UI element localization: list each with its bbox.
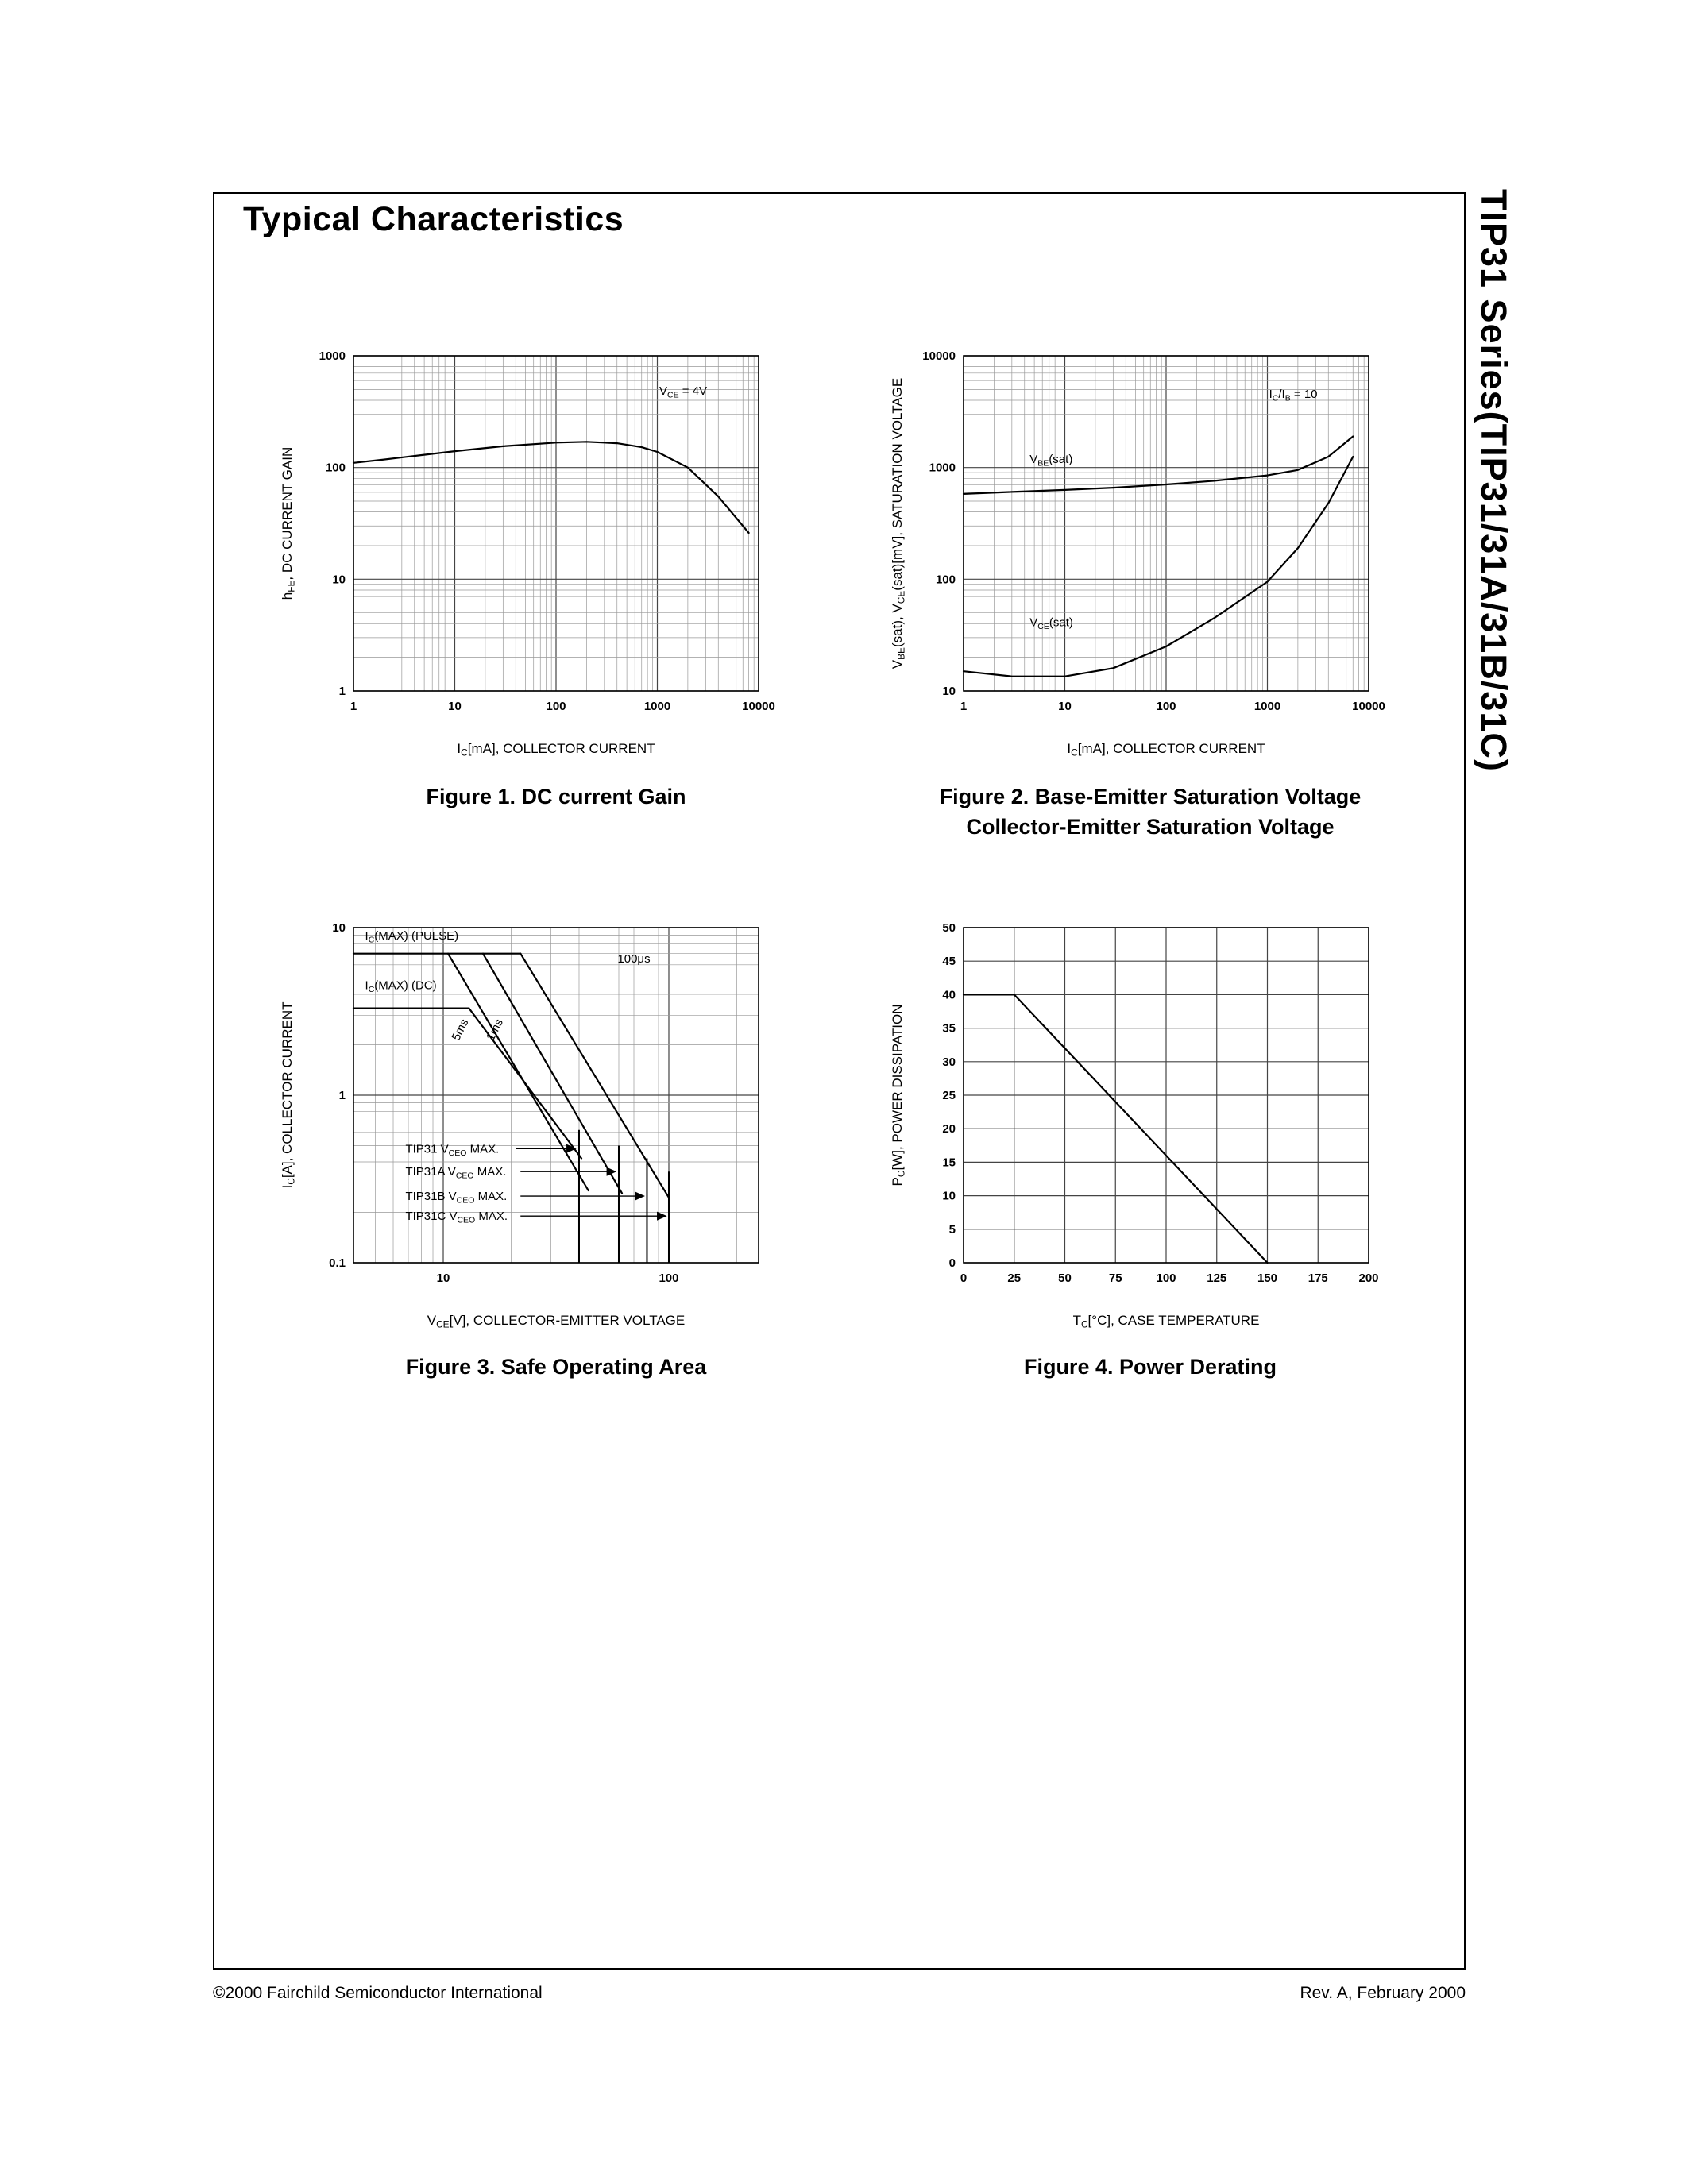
svg-text:100: 100 <box>546 700 566 713</box>
figure4-caption-line: Figure 4. Power Derating <box>1023 1355 1277 1379</box>
svg-text:1000: 1000 <box>319 349 346 363</box>
svg-text:10000: 10000 <box>1352 700 1385 713</box>
figure3-safe-operating-area-chart: 10 100 0.1 1 10 VCE[V], COLLECTOR-EMITTER VOL… <box>280 921 759 1330</box>
svg-text:hFE, DC CURRENT GAIN: hFE, DC CURRENT GAIN <box>280 447 297 600</box>
svg-text:20: 20 <box>942 1122 956 1136</box>
svg-text:10000: 10000 <box>742 700 775 713</box>
figure3-caption-line: Figure 3. Safe Operating Area <box>405 1355 707 1379</box>
svg-text:1: 1 <box>350 700 357 713</box>
svg-text:TIP31C VCEO MAX.: TIP31C VCEO MAX. <box>405 1210 508 1225</box>
svg-text:100: 100 <box>326 461 346 475</box>
svg-text:10: 10 <box>942 685 956 698</box>
svg-text:25: 25 <box>1007 1271 1021 1285</box>
svg-text:125: 125 <box>1207 1271 1226 1285</box>
svg-text:PC[W], POWER DISSIPATION: PC[W], POWER DISSIPATION <box>890 1005 907 1187</box>
svg-text:1: 1 <box>960 700 967 713</box>
svg-text:35: 35 <box>942 1022 956 1036</box>
svg-text:IC(MAX) (DC): IC(MAX) (DC) <box>365 978 437 994</box>
svg-text:10: 10 <box>332 921 346 935</box>
svg-text:150: 150 <box>1257 1271 1277 1285</box>
svg-text:45: 45 <box>942 955 956 968</box>
figure2-caption-line2: Collector-Emitter Saturation Voltage <box>966 814 1335 839</box>
svg-text:IC[A], COLLECTOR CURRENT: IC[A], COLLECTOR CURRENT <box>280 1002 297 1189</box>
svg-text:25: 25 <box>942 1089 956 1102</box>
svg-text:1000: 1000 <box>929 461 956 475</box>
svg-text:10000: 10000 <box>922 349 956 363</box>
svg-text:VCE[V], COLLECTOR-EMITTER VOLT: VCE[V], COLLECTOR-EMITTER VOLTAGE <box>427 1313 685 1330</box>
figure2-caption: Figure 2. Base-Emitter Saturation Voltag… <box>880 782 1420 843</box>
svg-text:100μs: 100μs <box>617 952 650 966</box>
svg-text:15: 15 <box>942 1156 956 1169</box>
svg-text:200: 200 <box>1358 1271 1378 1285</box>
svg-text:VCE = 4V: VCE = 4V <box>659 384 707 400</box>
svg-text:100: 100 <box>936 573 956 586</box>
svg-text:50: 50 <box>942 921 956 935</box>
svg-text:10: 10 <box>437 1271 450 1285</box>
svg-text:IC[mA], COLLECTOR CURRENT: IC[mA], COLLECTOR CURRENT <box>457 741 655 758</box>
svg-text:VBE(sat), VCE(sat)[mV], SATURA: VBE(sat), VCE(sat)[mV], SATURATION VOLTA… <box>890 378 907 669</box>
figure4-caption: Figure 4. Power Derating <box>880 1352 1420 1383</box>
svg-text:100: 100 <box>659 1271 678 1285</box>
svg-text:10: 10 <box>332 573 346 586</box>
svg-text:0.1: 0.1 <box>329 1256 346 1270</box>
svg-text:TIP31B VCEO MAX.: TIP31B VCEO MAX. <box>405 1190 507 1206</box>
svg-text:1000: 1000 <box>1254 700 1280 713</box>
svg-text:0: 0 <box>949 1256 956 1270</box>
figure1-caption-line: Figure 1. DC current Gain <box>426 785 686 808</box>
svg-text:40: 40 <box>942 988 956 1001</box>
svg-text:IC(MAX) (PULSE): IC(MAX) (PULSE) <box>365 929 459 945</box>
svg-text:10: 10 <box>942 1190 956 1203</box>
svg-text:30: 30 <box>942 1055 956 1069</box>
footer-copyright: ©2000 Fairchild Semiconductor Internatio… <box>213 1984 543 2002</box>
svg-text:10: 10 <box>1058 700 1072 713</box>
svg-text:175: 175 <box>1308 1271 1328 1285</box>
svg-text:75: 75 <box>1109 1271 1122 1285</box>
svg-text:TC[°C], CASE TEMPERATURE: TC[°C], CASE TEMPERATURE <box>1073 1313 1260 1330</box>
svg-text:1: 1 <box>339 1089 346 1102</box>
svg-text:1000: 1000 <box>644 700 670 713</box>
svg-text:VBE(sat): VBE(sat) <box>1029 453 1072 469</box>
footer-revision: Rev. A, February 2000 <box>1300 1984 1466 2002</box>
page-title: Typical Characteristics <box>243 200 624 238</box>
svg-text:TIP31 VCEO MAX.: TIP31 VCEO MAX. <box>405 1142 499 1158</box>
svg-text:50: 50 <box>1058 1271 1072 1285</box>
svg-text:100: 100 <box>1156 1271 1176 1285</box>
figure2-saturation-voltage-chart: 1 10 100 1000 10000 10 100 1000 10000 IC[mA], COL… <box>890 349 1385 758</box>
svg-text:1: 1 <box>339 685 346 698</box>
figure2-caption-line1: Figure 2. Base-Emitter Saturation Voltag… <box>939 785 1362 808</box>
figure1-dc-current-gain-chart: 1 10 100 1000 10000 1 10 100 1000 IC[mA], COLLECT… <box>280 349 775 758</box>
sidebar-part-number: TIP31 Series(TIP31/31A/31B/31C) <box>1474 189 1514 772</box>
svg-text:0: 0 <box>960 1271 967 1285</box>
svg-text:TIP31A VCEO MAX.: TIP31A VCEO MAX. <box>405 1165 506 1181</box>
figure1-caption: Figure 1. DC current Gain <box>353 782 759 812</box>
svg-text:5ms: 5ms <box>450 1017 472 1043</box>
svg-text:10: 10 <box>448 700 462 713</box>
svg-text:IC[mA], COLLECTOR CURRENT: IC[mA], COLLECTOR CURRENT <box>1067 741 1265 758</box>
svg-text:IC/IB = 10: IC/IB = 10 <box>1269 388 1318 403</box>
svg-text:100: 100 <box>1156 700 1176 713</box>
svg-text:VCE(sat): VCE(sat) <box>1029 615 1073 631</box>
figure4-power-derating-chart: 0 25 50 75 100 125 150 175 200 0 5 10 15 20 25 30 35 40 45… <box>890 921 1379 1330</box>
page-border <box>213 192 1466 1970</box>
figure3-caption: Figure 3. Safe Operating Area <box>353 1352 759 1383</box>
svg-text:5: 5 <box>949 1223 956 1237</box>
